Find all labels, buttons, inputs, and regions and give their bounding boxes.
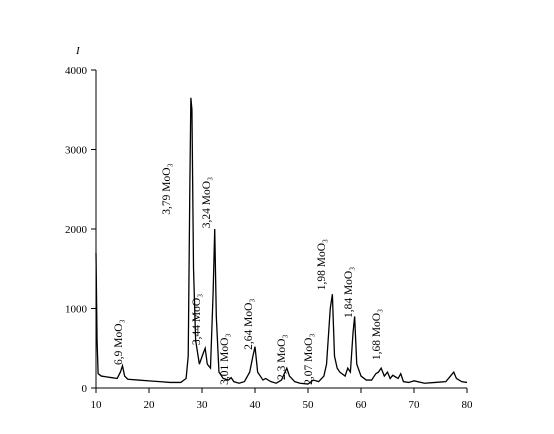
x-tick-label: 50	[303, 399, 315, 411]
y-tick-label: 1000	[65, 304, 88, 316]
peak-annotation: 3,79 MoO₃	[161, 163, 173, 214]
x-tick-label: 20	[144, 399, 156, 411]
peak-annotation: 1,84 MoO₃	[343, 267, 355, 318]
peak-annotation: 1,68 MoO₃	[371, 309, 383, 360]
peak-annotation: 2,07 MoO₃	[303, 334, 315, 385]
x-tick-label: 40	[250, 399, 262, 411]
x-tick-label: 60	[356, 399, 368, 411]
y-axis-label: I	[75, 45, 81, 57]
peak-annotation: 3,24 MoO₃	[201, 177, 213, 228]
peak-annotation: 1,98 MoO₃	[316, 239, 328, 290]
y-tick-label: 3000	[65, 145, 88, 157]
x-tick-label: 70	[409, 399, 421, 411]
x-tick-label: 80	[462, 399, 474, 411]
y-tick-label: 4000	[65, 65, 88, 77]
x-tick-label: 30	[197, 399, 209, 411]
y-tick-label: 2000	[65, 224, 88, 236]
peak-annotation: 3,44 MoO₃	[191, 294, 203, 345]
peak-annotation: 2,64 MoO₃	[243, 299, 255, 350]
data-line	[95, 97, 468, 385]
y-tick-label: 0	[82, 383, 88, 395]
peak-annotation: 6,9 MoO₃	[113, 319, 125, 365]
peak-annotation: 3,01 MoO₃	[219, 334, 231, 385]
x-tick-label: 10	[91, 399, 103, 411]
peak-annotation: 2,3 MoO₃	[276, 335, 288, 381]
